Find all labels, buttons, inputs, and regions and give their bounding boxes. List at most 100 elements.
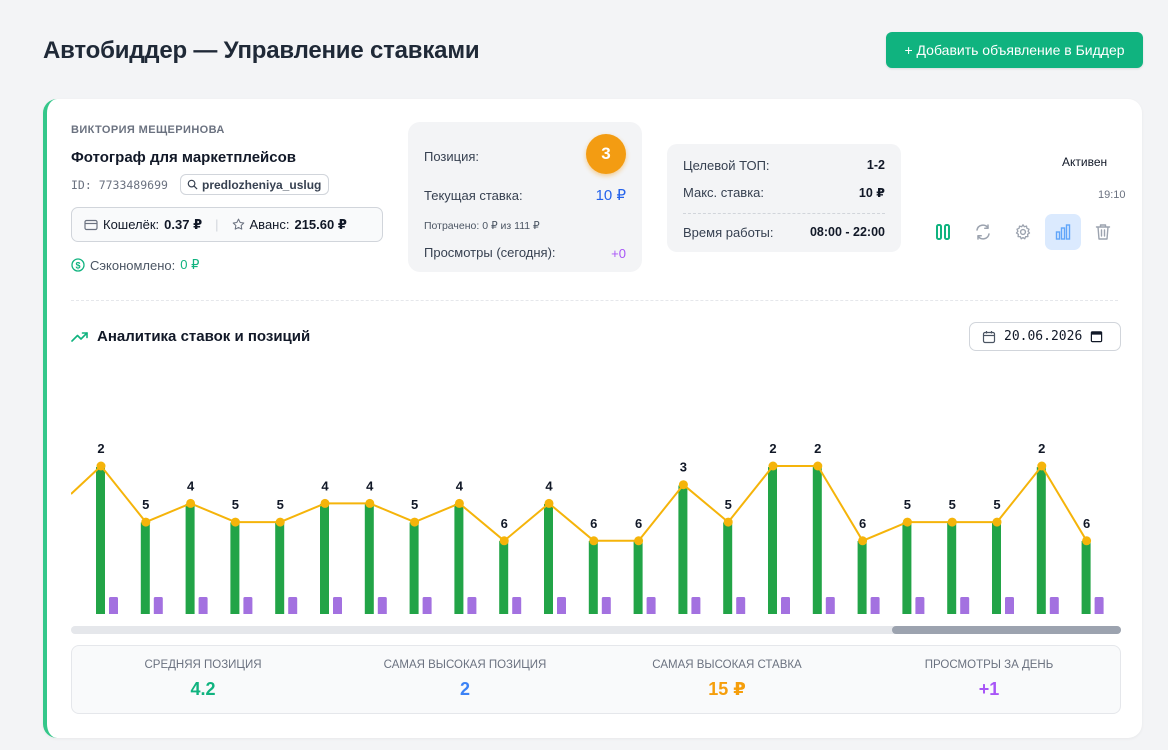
views-bar (198, 597, 208, 614)
views-bar (736, 597, 746, 614)
advance-value: 215.60 ₽ (294, 216, 347, 232)
views-bar (960, 597, 970, 614)
position-panel: Позиция: 3 Текущая ставка: 10 ₽ Потрачен… (408, 122, 642, 272)
views-bar (781, 597, 790, 614)
stat-value: +1 (978, 679, 1000, 699)
max-bid-label: Макс. ставка: (683, 185, 765, 200)
owner-name: ВИКТОРИЯ МЕЩЕРИНОВА (71, 124, 225, 136)
saved-value: 0 ₽ (180, 257, 200, 272)
max-bid-value: 10 ₽ (858, 186, 885, 200)
views-bar (109, 597, 118, 614)
position-point (499, 536, 509, 546)
bid-bar (857, 541, 867, 614)
dollar-icon: $ (71, 258, 85, 272)
category-tag[interactable]: predlozheniya_uslug (180, 174, 330, 195)
target-panel: Целевой ТОП: 1-2 Макс. ставка: 10 ₽ Врем… (667, 144, 901, 252)
max-bid-row: Макс. ставка: 10 ₽ (683, 185, 885, 200)
bid-bar (723, 522, 733, 614)
ad-title: Фотограф для маркетплейсов (71, 149, 296, 166)
category-tag-label: predlozheniya_uslug (202, 177, 322, 192)
pause-icon (936, 224, 950, 240)
views-bar (1049, 597, 1059, 614)
chart-scrollbar-thumb[interactable] (892, 626, 1121, 634)
analytics-header: Аналитика ставок и позиций (71, 328, 310, 345)
position-point (678, 480, 688, 490)
position-data-label: 5 (142, 497, 149, 512)
divider: | (215, 217, 219, 232)
position-data-label: 2 (97, 441, 104, 456)
position-point (1082, 536, 1092, 546)
bid-bar (275, 522, 285, 614)
views-bar (915, 597, 925, 614)
views-bar (288, 597, 298, 614)
bid-bar (320, 504, 329, 614)
divider (683, 213, 885, 214)
position-point (992, 517, 1002, 527)
position-point (902, 517, 912, 527)
bid-bar (96, 467, 105, 614)
star-icon (232, 218, 244, 230)
bid-bar (454, 504, 464, 614)
position-data-label: 2 (769, 441, 776, 456)
position-line-lead (71, 465, 102, 495)
calendar-picker-icon (1091, 331, 1103, 343)
settings-button[interactable] (1005, 214, 1041, 250)
bid-bar (768, 467, 777, 614)
bid-label: Текущая ставка: (424, 188, 523, 203)
views-bar (691, 597, 701, 614)
stat-value: 4.2 (190, 679, 216, 699)
position-point (858, 536, 868, 546)
bid-bar (230, 522, 240, 614)
position-data-label: 6 (1083, 516, 1090, 531)
stat-value: 2 (459, 679, 470, 699)
views-bar (467, 597, 477, 614)
chart-scrollbar[interactable] (71, 626, 1121, 634)
position-data-label: 5 (993, 497, 1000, 512)
position-data-label: 6 (590, 516, 597, 531)
add-ad-button[interactable]: + Добавить объявление в Биддер (886, 32, 1143, 68)
views-label: Просмотры (сегодня): (424, 245, 556, 260)
position-label: Позиция: (424, 149, 480, 164)
trending-up-icon (71, 331, 88, 342)
ad-card: ВИКТОРИЯ МЕЩЕРИНОВА Фотограф для маркетп… (43, 99, 1142, 738)
position-point (768, 461, 778, 471)
views-bar (870, 597, 880, 614)
stat-label: САМАЯ ВЫСОКАЯ ПОЗИЦИЯ (383, 659, 547, 671)
views-bar (333, 597, 342, 614)
analytics-button[interactable] (1045, 214, 1081, 250)
position-data-label: 5 (232, 497, 239, 512)
delete-button[interactable] (1085, 214, 1121, 250)
hours-row: Время работы: 08:00 - 22:00 (683, 225, 885, 240)
views-bar (646, 597, 656, 614)
bid-bar (499, 541, 509, 614)
pause-button[interactable] (925, 214, 961, 250)
position-point (410, 517, 420, 527)
position-point (1037, 461, 1047, 471)
position-point (365, 498, 375, 508)
views-bar (153, 597, 163, 614)
bid-bar (140, 522, 150, 614)
position-data-label: 5 (949, 497, 956, 512)
trash-icon (1095, 224, 1111, 240)
analytics-title: Аналитика ставок и позиций (97, 328, 311, 345)
views-bar (512, 597, 522, 614)
views-bar (243, 597, 253, 614)
date-picker[interactable]: 20.06.2026 (969, 322, 1121, 351)
position-data-label: 4 (545, 478, 553, 493)
saved-info: $ Сэкономлено: 0 ₽ (71, 257, 199, 273)
wallet-value: 0.37 ₽ (164, 216, 203, 232)
position-data-label: 4 (187, 478, 195, 493)
spent-text: Потрачено: 0 ₽ из 111 ₽ (424, 220, 540, 232)
position-point (320, 498, 330, 508)
refresh-button[interactable] (965, 214, 1001, 250)
views-value: +0 (611, 246, 626, 261)
wallet-icon (84, 219, 98, 230)
target-value: 1-2 (866, 158, 885, 172)
bid-bar (1036, 467, 1046, 614)
position-data-label: 6 (501, 516, 508, 531)
bid-bar (992, 522, 1001, 614)
status-label: Активен (1062, 155, 1108, 169)
target-label: Целевой ТОП: (683, 158, 770, 173)
views-bar (557, 597, 566, 614)
position-data-label: 5 (904, 497, 911, 512)
